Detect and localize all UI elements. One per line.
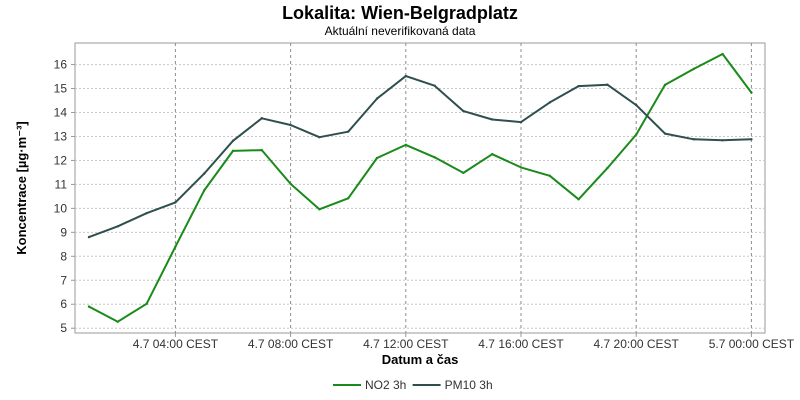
data-point-pm10-3h [750, 138, 753, 141]
y-axis-label: Koncentrace [µg·m⁻³] [14, 121, 29, 255]
x-tick-label: 4.7 08:00 CEST [248, 337, 334, 351]
data-point-no2-3h [289, 182, 292, 186]
data-point-no2-3h [375, 156, 379, 160]
data-point-no2-3h [87, 305, 91, 308]
series-line-no2-3h [88, 53, 753, 323]
data-point-pm10-3h [433, 84, 436, 87]
y-tick-label: 16 [54, 58, 68, 72]
legend-label: NO2 3h [365, 378, 406, 392]
data-point-no2-3h [606, 166, 609, 170]
y-tick-label: 5 [60, 321, 67, 335]
data-point-pm10-3h [87, 235, 91, 239]
plot-area: 5 6 7 8 9 10 11 12 13 14 15 16 4.7 04:00 CEST 4.7 08… [54, 42, 795, 351]
y-tick-label: 12 [54, 153, 68, 167]
series-line-pm10-3h [88, 75, 752, 239]
x-tick-label: 5.7 00:00 CEST [709, 337, 795, 351]
data-point-pm10-3h [231, 139, 235, 142]
series-lines [87, 52, 753, 323]
data-point-pm10-3h [606, 83, 609, 86]
x-tick-label: 4.7 20:00 CEST [594, 337, 680, 351]
x-axis-ticks: 4.7 04:00 CEST 4.7 08:00 CEST 4.7 12:00 CE… [133, 333, 795, 351]
data-point-pm10-3h [692, 138, 695, 141]
y-tick-label: 6 [60, 297, 67, 311]
data-point-pm10-3h [116, 225, 120, 228]
data-point-no2-3h [203, 189, 206, 192]
data-point-no2-3h [721, 52, 724, 56]
data-point-pm10-3h [577, 84, 580, 88]
data-point-no2-3h [750, 91, 753, 94]
y-tick-label: 11 [55, 177, 68, 191]
data-point-no2-3h [260, 148, 263, 152]
legend-label: PM10 3h [445, 378, 493, 392]
x-gridlines [174, 43, 752, 333]
y-gridlines [75, 64, 765, 329]
y-tick-label: 8 [60, 249, 67, 263]
data-point-no2-3h [231, 149, 235, 153]
y-tick-label: 9 [60, 225, 67, 239]
data-point-no2-3h [491, 153, 494, 156]
data-point-pm10-3h [174, 201, 177, 204]
data-point-no2-3h [577, 198, 580, 201]
data-point-pm10-3h [289, 123, 292, 127]
x-tick-label: 4.7 16:00 CEST [478, 337, 564, 351]
data-point-no2-3h [548, 174, 551, 177]
data-point-no2-3h [174, 245, 177, 248]
data-point-no2-3h [692, 67, 695, 71]
data-point-pm10-3h [318, 135, 321, 139]
data-point-no2-3h [663, 83, 667, 87]
data-point-pm10-3h [663, 132, 667, 135]
data-point-pm10-3h [462, 109, 465, 113]
data-point-pm10-3h [548, 101, 551, 104]
legend: NO2 3h PM10 3h [333, 378, 493, 392]
data-point-pm10-3h [721, 139, 724, 142]
data-point-pm10-3h [145, 211, 148, 215]
data-point-no2-3h [116, 320, 120, 323]
data-point-no2-3h [433, 156, 436, 159]
y-axis-ticks: 5 6 7 8 9 10 11 12 13 14 15 16 [54, 58, 75, 335]
x-tick-label: 4.7 12:00 CEST [363, 337, 449, 351]
x-axis-label: Datum a čas [382, 352, 459, 367]
data-point-no2-3h [519, 166, 523, 169]
data-point-pm10-3h [260, 117, 263, 120]
chart-subtitle: Aktuální neverifikovaná data [325, 24, 476, 38]
x-tick-label: 4.7 04:00 CEST [133, 337, 219, 351]
y-tick-label: 15 [54, 82, 68, 96]
y-tick-label: 10 [54, 201, 68, 215]
data-point-no2-3h [635, 133, 638, 136]
data-point-no2-3h [462, 171, 465, 175]
data-point-pm10-3h [519, 120, 523, 124]
data-point-no2-3h [145, 302, 148, 305]
plot-background [74, 42, 766, 334]
data-point-pm10-3h [347, 130, 350, 133]
data-point-pm10-3h [404, 74, 407, 78]
data-point-no2-3h [347, 197, 350, 200]
data-point-pm10-3h [375, 97, 379, 100]
data-point-no2-3h [318, 208, 321, 211]
y-tick-label: 14 [54, 106, 68, 120]
data-point-no2-3h [404, 143, 407, 147]
data-point-pm10-3h [491, 118, 494, 121]
y-tick-label: 7 [60, 273, 67, 287]
y-tick-label: 13 [54, 129, 68, 143]
data-point-pm10-3h [203, 172, 206, 175]
data-point-pm10-3h [635, 103, 638, 107]
chart-title: Lokalita: Wien-Belgradplatz [282, 3, 518, 23]
